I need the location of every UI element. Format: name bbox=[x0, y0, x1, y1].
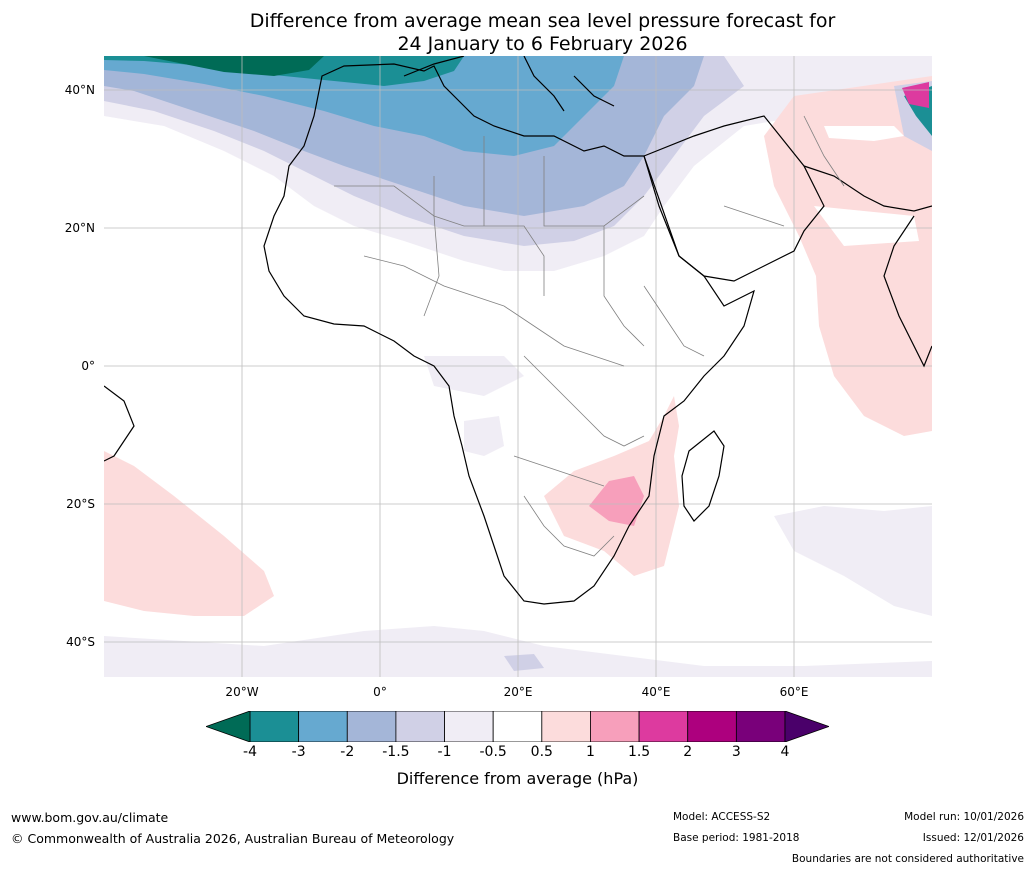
legend-cell bbox=[492, 711, 543, 742]
issued-date: Issued: 12/01/2026 bbox=[922, 832, 1024, 844]
copyright-text: © Commonwealth of Australia 2026, Austra… bbox=[11, 831, 455, 846]
legend-cell bbox=[395, 711, 445, 742]
legend-tick-label: 1.5 bbox=[627, 744, 651, 760]
legend-tick-label: -1 bbox=[437, 744, 452, 760]
pressure-anomaly-map bbox=[104, 56, 932, 677]
legend-cell bbox=[346, 711, 397, 742]
legend-tick-label: 3 bbox=[731, 744, 741, 760]
map-title-line-1: Difference from average mean sea level p… bbox=[249, 10, 836, 32]
legend-cell bbox=[541, 711, 591, 742]
latitude-label-equator: 0° bbox=[81, 359, 95, 373]
legend-tick-label: -3 bbox=[291, 744, 306, 760]
longitude-label-20e: 20°E bbox=[503, 685, 533, 699]
legend-tick-label: -2 bbox=[340, 744, 355, 760]
legend-arrow-high bbox=[784, 711, 829, 742]
boundaries-disclaimer: Boundaries are not considered authoritat… bbox=[791, 853, 1024, 865]
legend-tick-label: 4 bbox=[780, 744, 790, 760]
longitude-label-60e: 60°E bbox=[779, 685, 809, 699]
latitude-label-20n: 20°N bbox=[64, 221, 95, 235]
map-title-line-2: 24 January to 6 February 2026 bbox=[397, 33, 688, 55]
legend-cell bbox=[735, 711, 786, 742]
legend-caption: Difference from average (hPa) bbox=[396, 769, 639, 788]
latitude-label-40n: 40°N bbox=[64, 83, 95, 97]
latitude-label-40s: 40°S bbox=[66, 635, 95, 649]
legend-cell bbox=[590, 711, 640, 742]
latitude-label-20s: 20°S bbox=[66, 497, 95, 511]
positive-anomaly-regions bbox=[104, 76, 932, 616]
legend-cell bbox=[444, 711, 494, 742]
legend-cell bbox=[687, 711, 737, 742]
model-run-date: Model run: 10/01/2026 bbox=[904, 811, 1024, 823]
longitude-label-40e: 40°E bbox=[641, 685, 671, 699]
base-period: Base period: 1981-2018 bbox=[673, 832, 800, 844]
coastlines bbox=[104, 56, 932, 605]
graticule bbox=[104, 56, 932, 677]
legend-cell bbox=[249, 711, 300, 742]
legend-arrow-low bbox=[206, 711, 251, 742]
colour-legend bbox=[206, 711, 829, 742]
longitude-label-20w: 20°W bbox=[225, 685, 259, 699]
legend-tick-label: 0.5 bbox=[530, 744, 553, 760]
legend-tick-label: 1 bbox=[585, 744, 595, 760]
legend-cell bbox=[638, 711, 689, 742]
model-name: Model: ACCESS-S2 bbox=[673, 811, 771, 823]
legend-tick-label: -4 bbox=[243, 744, 257, 760]
website-link[interactable]: www.bom.gov.au/climate bbox=[11, 810, 169, 825]
legend-cell bbox=[298, 711, 348, 742]
country-borders bbox=[334, 115, 845, 557]
legend-tick-label: -0.5 bbox=[479, 744, 507, 760]
longitude-label-0: 0° bbox=[373, 685, 387, 699]
legend-tick-label: -1.5 bbox=[382, 744, 410, 760]
legend-tick-label: 2 bbox=[683, 744, 693, 760]
